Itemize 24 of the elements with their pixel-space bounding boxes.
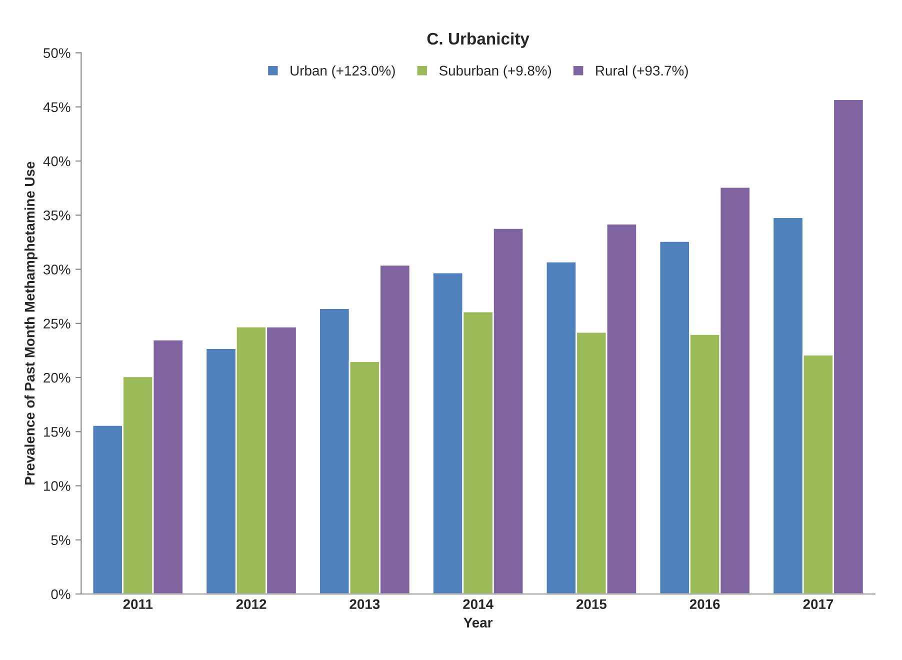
legend-label: Urban (+123.0%): [290, 65, 395, 78]
y-axis-title: Prevalence of Past Month Methamphetamine Use: [24, 162, 38, 485]
y-tick-label: 50%: [44, 48, 70, 58]
x-tick-label: 2015: [576, 599, 607, 610]
y-tick-label: 45%: [43, 102, 70, 112]
y-tick-label: 20%: [44, 372, 70, 383]
x-tick-label: 2016: [690, 599, 720, 610]
y-tick-label: 35%: [43, 210, 70, 220]
y-tick-label: 0%: [51, 589, 70, 600]
y-tick-label: 5%: [51, 535, 70, 546]
y-tick-label: 30%: [43, 264, 70, 274]
y-tick-label: 25%: [44, 318, 70, 329]
legend-label: Suburban (+9.8%): [439, 65, 552, 78]
x-tick-label: 2012: [236, 599, 266, 610]
legend-label: Rural (+93.7%): [596, 65, 688, 78]
y-tick-label: 10%: [44, 481, 70, 491]
x-axis-title: Year: [464, 618, 493, 628]
x-tick-label: 2013: [350, 599, 380, 610]
x-tick-label: 2017: [803, 599, 834, 610]
chart-title: C. Urbanicity: [427, 32, 530, 48]
y-tick-label: 15%: [44, 427, 70, 437]
y-tick-label: 40%: [43, 156, 70, 166]
x-tick-label: 2011: [123, 599, 153, 610]
x-tick-label: 2014: [463, 599, 494, 610]
